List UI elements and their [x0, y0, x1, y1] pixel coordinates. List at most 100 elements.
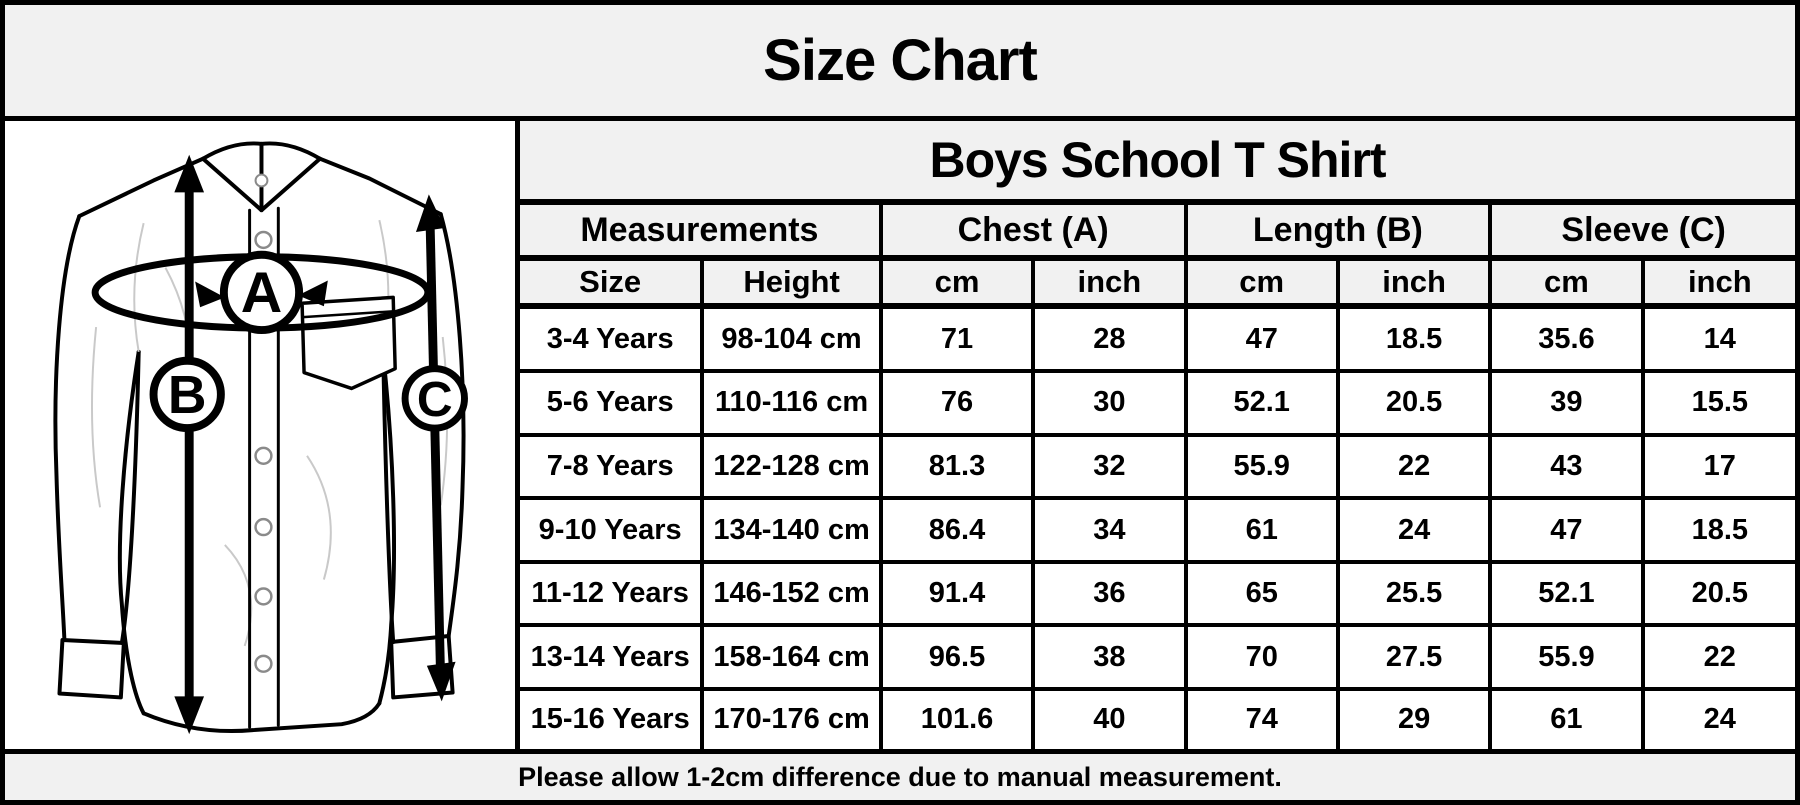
svg-text:C: C [417, 372, 453, 427]
table-cell: 158-164 cm [700, 623, 883, 691]
sleeve-arrowhead-bottom [426, 661, 456, 702]
table-cell: 98-104 cm [700, 303, 883, 374]
table-cell: 61 [1183, 496, 1340, 564]
collar-right-point [259, 141, 322, 213]
page-title: Size Chart [763, 28, 1038, 93]
group-header-length: Length (B) [1183, 205, 1493, 261]
table-cell: 24 [1335, 496, 1493, 564]
table-cell: 20.5 [1640, 559, 1795, 628]
table-cell: 47 [1488, 496, 1645, 564]
sub-header-chest-cm: cm [878, 256, 1036, 309]
table-cell: 7-8 Years [520, 432, 705, 501]
collar-button-icon [254, 173, 269, 188]
table-cell: 55.9 [1183, 432, 1340, 501]
sleeve-arrow [415, 194, 456, 702]
footer-note: Please allow 1-2cm difference due to man… [518, 761, 1282, 792]
table-cell: 101.6 [878, 686, 1036, 749]
group-header-row: Measurements Chest (A) Length (B) Sleeve… [520, 205, 1795, 261]
table-cell: 18.5 [1640, 496, 1795, 564]
button-icon [254, 587, 273, 606]
shirt-outline [53, 141, 466, 734]
table-cell: 13-14 Years [520, 623, 705, 691]
table-row: 15-16 Years 170-176 cm 101.6 40 74 29 61… [520, 686, 1795, 749]
table-cell: 30 [1031, 369, 1188, 437]
table-cell: 15.5 [1640, 369, 1795, 437]
svg-text:B: B [168, 366, 207, 425]
table-row: 11-12 Years 146-152 cm 91.4 36 65 25.5 5… [520, 559, 1795, 628]
table-cell: 27.5 [1335, 623, 1493, 691]
table-cell: 70 [1183, 623, 1340, 691]
sub-header-chest-inch: inch [1031, 256, 1188, 309]
footer-band: Please allow 1-2cm difference due to man… [5, 749, 1795, 800]
table-cell: 61 [1488, 686, 1645, 749]
table-cell: 38 [1031, 623, 1188, 691]
table-cell: 22 [1335, 432, 1493, 501]
table-cell: 15-16 Years [520, 686, 705, 749]
table-title: Boys School T Shirt [520, 121, 1795, 205]
table-cell: 170-176 cm [700, 686, 883, 749]
svg-text:A: A [241, 261, 282, 325]
table-cell: 32 [1031, 432, 1188, 501]
sleeve-marker: C [401, 365, 468, 432]
button-icon [254, 654, 273, 673]
table-cell: 96.5 [878, 623, 1036, 691]
sub-header-length-cm: cm [1183, 256, 1340, 309]
table-cell: 76 [878, 369, 1036, 437]
table-cell: 5-6 Years [520, 369, 705, 437]
table-cell: 74 [1183, 686, 1340, 749]
sub-header-row: Size Height cm inch cm inch cm inch [520, 256, 1795, 309]
collar-left-point [201, 141, 264, 213]
table-cell: 28 [1031, 303, 1188, 374]
table-cell: 110-116 cm [700, 369, 883, 437]
chest-arrowhead-left [195, 281, 225, 308]
table-cell: 34 [1031, 496, 1188, 564]
table-cell: 47 [1183, 303, 1340, 374]
table-cell: 65 [1183, 559, 1340, 628]
group-header-chest: Chest (A) [878, 205, 1188, 261]
table-cell: 43 [1488, 432, 1645, 501]
table-cell: 39 [1488, 369, 1645, 437]
table-cell: 20.5 [1335, 369, 1493, 437]
table-cell: 86.4 [878, 496, 1036, 564]
button-icon [254, 517, 273, 537]
table-panel: Boys School T Shirt Measurements Chest (… [520, 121, 1795, 749]
table-cell: 52.1 [1488, 559, 1645, 628]
table-cell: 24 [1640, 686, 1795, 749]
table-cell: 29 [1335, 686, 1493, 749]
table-cell: 36 [1031, 559, 1188, 628]
left-cuff [57, 638, 126, 700]
length-arrowhead-bottom [174, 696, 205, 735]
sub-header-size: Size [520, 256, 705, 309]
table-cell: 146-152 cm [700, 559, 883, 628]
title-band: Size Chart [5, 5, 1795, 121]
table-cell: 35.6 [1488, 303, 1645, 374]
sleeve-arrowhead-top [415, 194, 445, 232]
table-row: 9-10 Years 134-140 cm 86.4 34 61 24 47 1… [520, 496, 1795, 564]
table-cell: 17 [1640, 432, 1795, 501]
group-header-measurements: Measurements [520, 205, 883, 261]
sub-header-height: Height [700, 256, 883, 309]
button-icon [254, 446, 273, 465]
table-cell: 3-4 Years [520, 303, 705, 374]
sub-header-length-inch: inch [1335, 256, 1493, 309]
length-arrow [174, 154, 205, 735]
table-cell: 40 [1031, 686, 1188, 749]
shirt-panel: A B C [5, 121, 520, 749]
table-cell: 81.3 [878, 432, 1036, 501]
table-cell: 52.1 [1183, 369, 1340, 437]
button-icon [254, 230, 273, 250]
length-marker: B [149, 356, 225, 433]
shirt-measurement-diagram: A B C [53, 141, 468, 735]
table-cell: 18.5 [1335, 303, 1493, 374]
table-row: 3-4 Years 98-104 cm 71 28 47 18.5 35.6 1… [520, 303, 1795, 374]
table-cell: 14 [1640, 303, 1795, 374]
table-cell: 91.4 [878, 559, 1036, 628]
table-row: 7-8 Years 122-128 cm 81.3 32 55.9 22 43 … [520, 432, 1795, 501]
table-cell: 11-12 Years [520, 559, 705, 628]
table-cell: 22 [1640, 623, 1795, 691]
chest-arrowhead-right [298, 280, 328, 307]
chest-marker: A [219, 250, 304, 334]
main-area: A B C Boys School T Shirt [5, 121, 1795, 749]
table-cell: 134-140 cm [700, 496, 883, 564]
